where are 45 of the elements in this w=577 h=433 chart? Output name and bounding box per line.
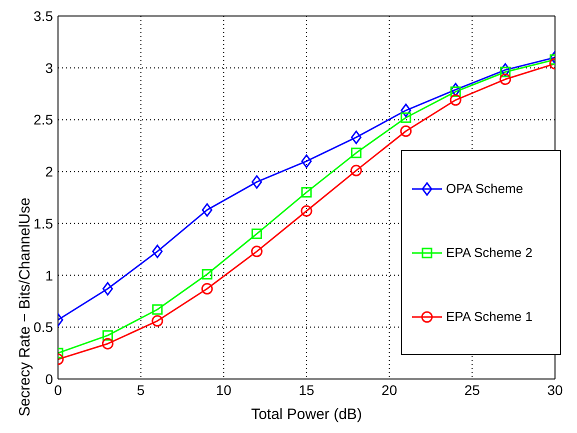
x-tick-label: 30 (547, 382, 563, 398)
point (350, 164, 362, 176)
x-tick-label: 20 (382, 382, 398, 398)
point (450, 82, 461, 96)
y-axis-title: Secrecy Rate − Bits/ChannelUse (16, 198, 34, 416)
y-tick-label: 2.5 (34, 112, 54, 128)
point (252, 175, 262, 189)
point (301, 154, 312, 168)
y-tick-label: 3.5 (34, 8, 54, 24)
point (300, 205, 312, 217)
y-tick-label: 1 (45, 267, 54, 284)
point (102, 338, 114, 350)
point (400, 125, 412, 137)
legend-label: EPA Scheme 2 (446, 245, 532, 260)
point (202, 269, 212, 280)
point (500, 74, 512, 86)
point (152, 304, 163, 315)
y-tick-label: 3 (45, 60, 54, 76)
x-tick-label: 5 (136, 382, 145, 398)
point (251, 246, 263, 258)
x-tick-label: 25 (464, 382, 480, 398)
x-axis-title: Total Power (dB) (251, 406, 362, 423)
point (400, 112, 412, 123)
point (152, 244, 163, 258)
point (350, 130, 362, 144)
y-tick-label: 0 (45, 370, 54, 387)
legend-label: OPA Scheme (446, 181, 524, 196)
point (201, 283, 213, 295)
point (500, 63, 511, 77)
point (400, 104, 412, 118)
y-tick-label: 0.5 (34, 319, 54, 336)
point (202, 203, 212, 217)
point (450, 86, 461, 97)
point (252, 228, 262, 240)
point (102, 330, 113, 341)
point (450, 94, 462, 106)
x-tick-label: 10 (216, 382, 232, 398)
point (152, 315, 164, 327)
x-tick-label: 15 (298, 382, 314, 398)
y-tick-label: 2 (45, 164, 54, 180)
legend-label: EPA Scheme 1 (446, 309, 532, 324)
point (301, 187, 312, 198)
y-tick-label: 1.5 (34, 215, 54, 232)
point (102, 282, 113, 296)
point (350, 148, 362, 158)
